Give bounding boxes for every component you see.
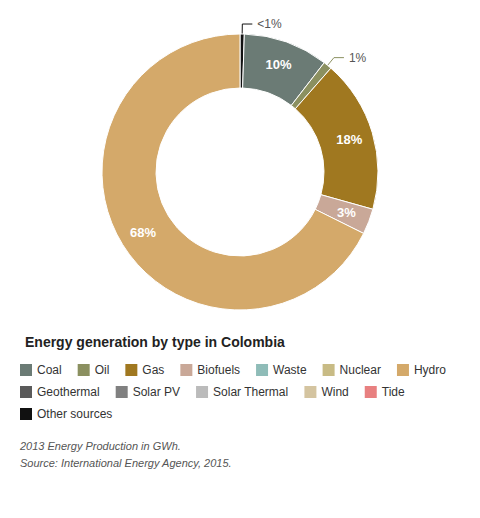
svg-text:1%: 1% <box>349 51 367 65</box>
svg-text:Geothermal: Geothermal <box>37 385 100 399</box>
svg-text:10%: 10% <box>265 57 291 72</box>
svg-text:Solar Thermal: Solar Thermal <box>213 385 288 399</box>
svg-text:Tide: Tide <box>382 385 405 399</box>
svg-text:Oil: Oil <box>95 363 110 377</box>
svg-text:<1%: <1% <box>257 17 282 31</box>
svg-text:Hydro: Hydro <box>414 363 446 377</box>
svg-text:3%: 3% <box>337 205 356 220</box>
svg-text:Wind: Wind <box>321 385 348 399</box>
svg-text:Energy generation by type in C: Energy generation by type in Colombia <box>25 334 285 350</box>
svg-text:18%: 18% <box>336 132 362 147</box>
svg-text:Biofuels: Biofuels <box>197 363 240 377</box>
svg-text:Solar PV: Solar PV <box>133 385 180 399</box>
svg-text:Source: International Energy A: Source: International Energy Agency, 201… <box>20 457 232 469</box>
svg-text:Waste: Waste <box>273 363 307 377</box>
svg-text:Nuclear: Nuclear <box>340 363 381 377</box>
svg-text:Gas: Gas <box>142 363 164 377</box>
svg-text:2013 Energy Production in GWh.: 2013 Energy Production in GWh. <box>19 440 181 452</box>
svg-text:Coal: Coal <box>37 363 62 377</box>
svg-text:Other sources: Other sources <box>37 407 112 421</box>
svg-text:68%: 68% <box>130 225 156 240</box>
